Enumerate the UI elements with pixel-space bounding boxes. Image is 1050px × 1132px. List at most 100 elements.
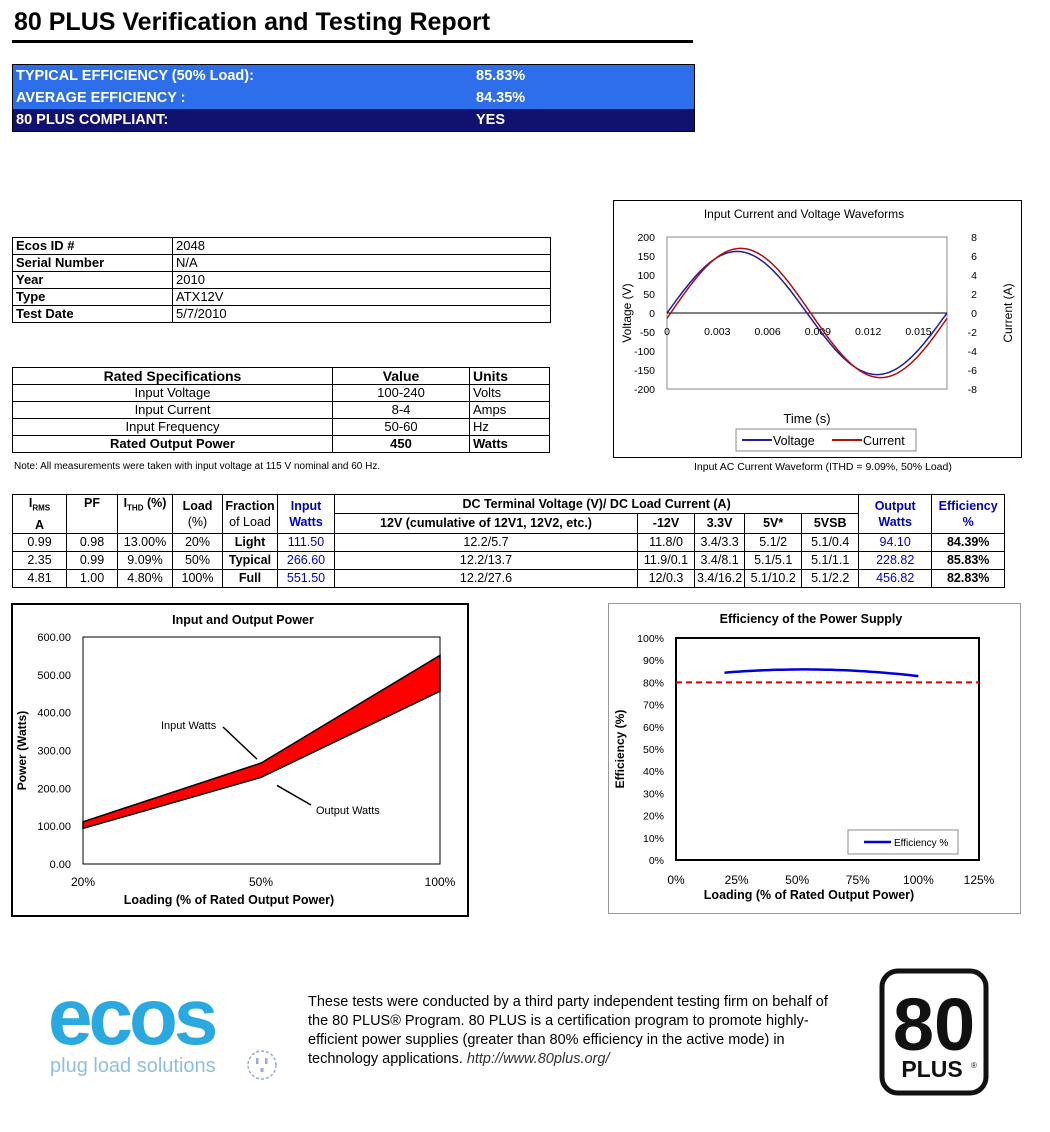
col-header-dc-title: DC Terminal Voltage (V)/ DC Load Current… bbox=[333, 493, 860, 515]
y-tick-label: -50 bbox=[640, 327, 655, 339]
y-tick-label: 0% bbox=[649, 855, 664, 867]
spec-value: 100-240 bbox=[332, 384, 470, 402]
table-row: Input Frequency 50-60 Hz bbox=[12, 418, 550, 436]
y-tick-label: 100 bbox=[637, 270, 655, 282]
y-tick-label: 150 bbox=[637, 251, 655, 263]
cell-minus12v: 11.9/0.1 bbox=[637, 550, 695, 570]
footer-body: These tests were conducted by a third pa… bbox=[308, 994, 828, 1067]
cell-efficiency: 84.39% bbox=[931, 532, 1006, 552]
power-band-area bbox=[82, 653, 441, 830]
y-tick-label: 100% bbox=[637, 633, 664, 645]
cell-5v: 5.1/10.2 bbox=[744, 568, 803, 588]
spec-units: Hz bbox=[469, 418, 550, 436]
y-tick-label: 100.00 bbox=[37, 821, 71, 833]
cell-12v: 12.2/27.6 bbox=[334, 568, 638, 588]
y-tick-label: 80% bbox=[643, 677, 664, 689]
summary-value: YES bbox=[476, 112, 506, 128]
summary-row-compliant: 80 PLUS COMPLIANT: YES bbox=[13, 109, 694, 131]
legend-box bbox=[847, 829, 959, 855]
cell-load: 100% bbox=[172, 568, 223, 588]
table-header-row: 12V (cumulative of 12V1, 12V2, etc.) -12… bbox=[13, 513, 1005, 534]
x-tick-label: 0 bbox=[664, 326, 670, 338]
y-tick-label: -200 bbox=[634, 384, 655, 396]
y-tick-label: 300.00 bbox=[37, 746, 71, 758]
x-axis-label: Loading (% of Rated Output Power) bbox=[124, 893, 334, 907]
cell-3v3: 3.4/16.2 bbox=[693, 568, 746, 588]
legend-voltage-label: Voltage bbox=[773, 434, 815, 448]
80plus-badge-svg: 80 PLUS ® bbox=[879, 968, 989, 1096]
plot-area bbox=[675, 637, 980, 861]
measurement-note: Note: All measurements were taken with i… bbox=[14, 461, 381, 472]
cell-pf: 0.99 bbox=[66, 550, 118, 570]
col-header-5v: 5V* bbox=[744, 513, 803, 534]
info-value: 2010 bbox=[172, 271, 551, 289]
y2-axis-label: Current (A) bbox=[1001, 283, 1015, 342]
table-row: 2.35 0.99 9.09% 50% Typical 266.60 12.2/… bbox=[12, 550, 1006, 570]
cell-ithd: 9.09% bbox=[117, 550, 173, 570]
report-title: 80 PLUS Verification and Testing Report bbox=[14, 8, 491, 36]
cell-load: 20% bbox=[172, 532, 223, 552]
cell-12v: 12.2/13.7 bbox=[334, 550, 638, 570]
cell-load: 50% bbox=[172, 550, 223, 570]
info-key: Type bbox=[12, 288, 173, 306]
col-header-input: Input Watts bbox=[277, 494, 335, 534]
spec-name: Input Frequency bbox=[12, 418, 333, 436]
annotation-output-watts: Output Watts bbox=[316, 805, 380, 817]
80plus-badge-mark: ® bbox=[971, 1061, 977, 1070]
col-header-12v: 12V (cumulative of 12V1, 12V2, etc.) bbox=[334, 513, 638, 534]
x-tick-label: 20% bbox=[71, 875, 95, 889]
summary-value: 85.83% bbox=[476, 68, 526, 84]
y-tick-label: 600.00 bbox=[37, 632, 71, 644]
80plus-badge-number: 80 bbox=[893, 983, 975, 1066]
legend-box bbox=[735, 428, 917, 452]
ecos-logo: ecos plug load solutions bbox=[48, 972, 288, 1082]
summary-panel: TYPICAL EFFICIENCY (50% Load): 85.83% AV… bbox=[12, 64, 695, 132]
cell-output: 94.10 bbox=[858, 532, 933, 552]
cell-12v: 12.2/5.7 bbox=[334, 532, 638, 552]
summary-label: TYPICAL EFFICIENCY (50% Load): bbox=[16, 68, 254, 84]
80plus-badge: 80 PLUS ® bbox=[879, 968, 989, 1096]
info-key: Serial Number bbox=[12, 254, 173, 272]
annotation-input-watts: Input Watts bbox=[161, 720, 217, 732]
col-header-fraction: Fraction of Load bbox=[222, 494, 278, 534]
y-axis-label: Power (Watts) bbox=[15, 711, 29, 791]
info-value: N/A bbox=[172, 254, 551, 272]
waveform-chart: Input Current and Voltage Waveforms 200 15… bbox=[613, 200, 1022, 458]
cell-input: 111.50 bbox=[277, 532, 335, 552]
ecos-logo-svg: ecos plug load solutions bbox=[48, 972, 277, 1080]
footer-url-link[interactable]: http://www.80plus.org/ bbox=[466, 1051, 610, 1067]
y2-tick-label: 4 bbox=[971, 270, 977, 282]
y2-tick-label: -2 bbox=[968, 327, 977, 339]
spec-value: 8-4 bbox=[332, 401, 470, 419]
table-header-row: Rated Specifications Value Units bbox=[12, 367, 550, 385]
y-tick-label: 90% bbox=[643, 655, 664, 667]
info-key: Ecos ID # bbox=[12, 237, 173, 255]
y-tick-label: 60% bbox=[643, 722, 664, 734]
col-header-pf: PF bbox=[66, 494, 118, 534]
cell-minus12v: 11.8/0 bbox=[637, 532, 695, 552]
y2-tick-label: -6 bbox=[968, 365, 977, 377]
x-tick-label: 100% bbox=[903, 873, 934, 887]
cell-output: 228.82 bbox=[858, 550, 933, 570]
y-tick-label: 200 bbox=[637, 232, 655, 244]
measurement-table: IRMS A PF ITHD (%) Load (%) Fraction of Loa… bbox=[12, 493, 1006, 588]
chart-title: Input Current and Voltage Waveforms bbox=[704, 207, 904, 221]
cell-minus12v: 12/0.3 bbox=[637, 568, 695, 588]
spec-header: Value bbox=[332, 367, 470, 385]
y2-tick-label: 6 bbox=[971, 251, 977, 263]
table-row: 4.81 1.00 4.80% 100% Full 551.50 12.2/27… bbox=[12, 568, 1006, 588]
y-tick-label: 200.00 bbox=[37, 783, 71, 795]
cell-irms: 4.81 bbox=[12, 568, 67, 588]
table-header-row: IRMS A PF ITHD (%) Load (%) Fraction of Loa… bbox=[12, 493, 1006, 534]
spec-name: Input Current bbox=[12, 401, 333, 419]
cell-input: 551.50 bbox=[277, 568, 335, 588]
cell-pf: 0.98 bbox=[66, 532, 118, 552]
cell-fraction: Light bbox=[222, 532, 278, 552]
spec-header: Units bbox=[469, 367, 550, 385]
summary-row-typical: TYPICAL EFFICIENCY (50% Load): 85.83% bbox=[13, 65, 694, 87]
annotation-input-arrow bbox=[222, 726, 258, 760]
cell-fraction: Full bbox=[222, 568, 278, 588]
y-tick-label: 40% bbox=[643, 766, 664, 778]
chart-title: Efficiency of the Power Supply bbox=[720, 612, 903, 626]
info-value: 2048 bbox=[172, 237, 551, 255]
